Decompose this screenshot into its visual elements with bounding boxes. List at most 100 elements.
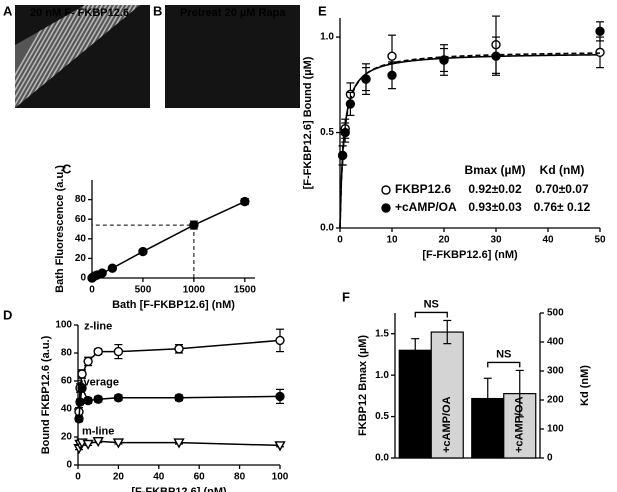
x-axis-label: [F-FKBP12.6] (nM)	[131, 486, 227, 492]
series-label: average	[77, 376, 119, 388]
data-point	[345, 99, 356, 109]
significance-bracket	[487, 361, 521, 368]
data-point	[107, 263, 118, 273]
data-point	[174, 393, 184, 403]
x-tick-label: 20	[438, 235, 450, 246]
data-point	[97, 268, 107, 278]
x-tick-label: 10	[386, 235, 398, 246]
x-tick-label: 1000	[183, 285, 206, 296]
bar-label: +cAMP/OA	[514, 396, 526, 453]
y-tick-label: 40	[75, 233, 87, 244]
x-tick-label: 40	[153, 472, 165, 483]
y-tick-label: 0.5	[320, 127, 334, 138]
significance-bracket	[414, 311, 448, 318]
band	[15, 5, 150, 108]
x-tick-label: 0	[75, 472, 81, 483]
series-line	[78, 385, 281, 419]
y-tick-label: 1.0	[375, 370, 389, 381]
y-tick-label: 80	[61, 348, 73, 359]
y2-tick-label: 100	[547, 424, 564, 435]
y-tick-label: 100	[55, 320, 72, 331]
bar-label: +cAMP/OA	[441, 396, 453, 453]
data-point	[77, 369, 87, 379]
data-point	[275, 391, 285, 402]
y-tick-label: 60	[75, 214, 87, 225]
x-tick-label: 0	[89, 285, 95, 296]
image-title: Pretreat 20 µM Rapa	[180, 7, 286, 19]
annotation: NS	[496, 348, 511, 360]
data-point	[75, 397, 85, 407]
data-point	[83, 356, 93, 367]
x-tick-label: 100	[272, 472, 289, 483]
data-point	[361, 74, 371, 84]
y-axis-label: FKBP12 Bmax (µM)	[357, 335, 369, 436]
table-header: Bmax (µM)	[465, 163, 526, 177]
data-point	[174, 344, 184, 354]
data-point	[112, 438, 125, 449]
x-axis-label: [F-FKBP12.6] (nM)	[422, 249, 518, 261]
y-tick-label: 1.5	[375, 328, 389, 339]
data-point	[93, 346, 103, 357]
y-tick-label: 0	[66, 460, 72, 471]
y-axis-label: [F-FKBP12.6] Bound (µM)	[302, 56, 314, 189]
y2-tick-label: 400	[547, 337, 564, 348]
bar-label: FKBP 12	[482, 408, 494, 453]
legend-label: FKBP12.6	[395, 182, 451, 196]
y-tick-label: 0.0	[375, 453, 389, 464]
data-point	[275, 335, 285, 346]
data-point	[113, 346, 124, 357]
x-tick-label: 60	[194, 472, 206, 483]
table-cell: 0.70±0.07	[535, 182, 589, 196]
x-tick-label: 40	[542, 235, 554, 246]
y-tick-label: 1.0	[320, 32, 334, 43]
data-point	[74, 414, 84, 424]
data-point	[92, 437, 104, 448]
stripe	[25, 5, 87, 108]
data-point	[82, 439, 94, 450]
data-point	[240, 196, 250, 207]
panel-letter: A	[3, 3, 13, 18]
data-point	[439, 55, 449, 65]
data-point	[340, 127, 350, 138]
stripe	[21, 5, 82, 108]
table-cell: 0.76± 0.12	[534, 200, 591, 214]
data-point	[77, 383, 87, 393]
y-tick-label: 60	[61, 376, 73, 387]
striations	[15, 5, 150, 108]
y2-tick-label: 500	[547, 308, 564, 319]
mask	[15, 5, 150, 108]
bar-label: FKBP 12	[409, 408, 421, 453]
data-point	[491, 51, 501, 61]
panel-letter: C	[62, 161, 72, 176]
data-point	[173, 438, 185, 449]
y-tick-label: 80	[75, 194, 87, 205]
x-tick-label: 30	[490, 235, 502, 246]
table-header: Kd (nM)	[540, 163, 585, 177]
panel-letter: D	[3, 307, 12, 322]
data-point	[113, 393, 124, 403]
image-title: 20 nM F- FKBP12.6	[30, 7, 129, 19]
panel-letter: E	[318, 3, 327, 18]
x-tick-label: 1500	[234, 285, 257, 296]
data-point	[387, 51, 397, 61]
y2-tick-label: 300	[547, 366, 564, 377]
x-axis-label: Bath [F-FKBP12.6] (nM)	[112, 299, 235, 311]
data-point	[93, 394, 103, 404]
data-point	[381, 185, 391, 195]
data-point	[595, 26, 605, 37]
y-tick-label: 40	[61, 404, 73, 415]
y-tick-label: 0.5	[375, 411, 389, 422]
table-cell: 0.92±0.02	[468, 182, 522, 196]
y-tick-label: 20	[61, 432, 73, 443]
x-tick-label: 20	[113, 472, 125, 483]
x-tick-label: 500	[135, 285, 152, 296]
y-tick-label: 0	[80, 273, 86, 284]
data-point	[274, 441, 286, 452]
data-point	[83, 395, 93, 406]
y2-axis-label: Kd (nM)	[579, 365, 591, 406]
series-label: z-line	[84, 320, 112, 332]
stripe	[16, 5, 78, 108]
y2-tick-label: 0	[547, 453, 553, 464]
data-point	[337, 150, 348, 161]
